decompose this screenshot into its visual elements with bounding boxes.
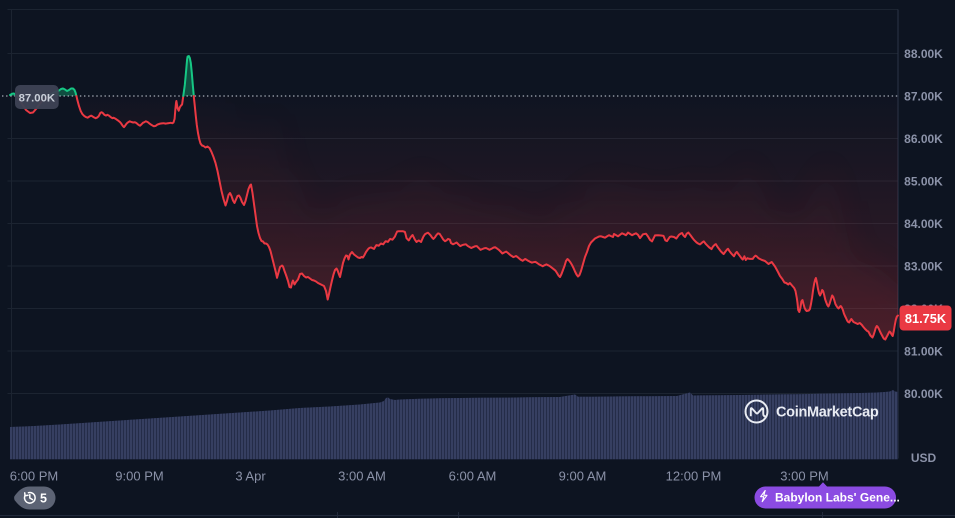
svg-text:80.00K: 80.00K bbox=[904, 387, 943, 401]
svg-text:3:00 PM: 3:00 PM bbox=[780, 469, 828, 484]
svg-text:3:00 AM: 3:00 AM bbox=[338, 469, 386, 484]
svg-text:81.00K: 81.00K bbox=[904, 344, 943, 358]
svg-text:87.00K: 87.00K bbox=[19, 93, 56, 105]
svg-text:USD: USD bbox=[911, 451, 937, 465]
svg-text:Babylon Labs' Gene...: Babylon Labs' Gene... bbox=[775, 491, 900, 505]
svg-text:6:00 AM: 6:00 AM bbox=[449, 469, 497, 484]
svg-text:84.00K: 84.00K bbox=[904, 217, 943, 231]
svg-text:85.00K: 85.00K bbox=[904, 174, 943, 188]
svg-text:6:00 PM: 6:00 PM bbox=[10, 469, 58, 484]
svg-text:83.00K: 83.00K bbox=[904, 259, 943, 273]
svg-text:12:00 PM: 12:00 PM bbox=[666, 469, 722, 484]
svg-text:5: 5 bbox=[40, 492, 47, 506]
svg-text:88.00K: 88.00K bbox=[904, 47, 943, 61]
svg-text:86.00K: 86.00K bbox=[904, 132, 943, 146]
svg-text:CoinMarketCap: CoinMarketCap bbox=[776, 405, 879, 421]
svg-text:81.75K: 81.75K bbox=[905, 311, 947, 326]
svg-text:9:00 AM: 9:00 AM bbox=[559, 469, 607, 484]
svg-text:3 Apr: 3 Apr bbox=[235, 469, 266, 484]
svg-text:9:00 PM: 9:00 PM bbox=[115, 469, 163, 484]
svg-text:87.00K: 87.00K bbox=[904, 89, 943, 103]
